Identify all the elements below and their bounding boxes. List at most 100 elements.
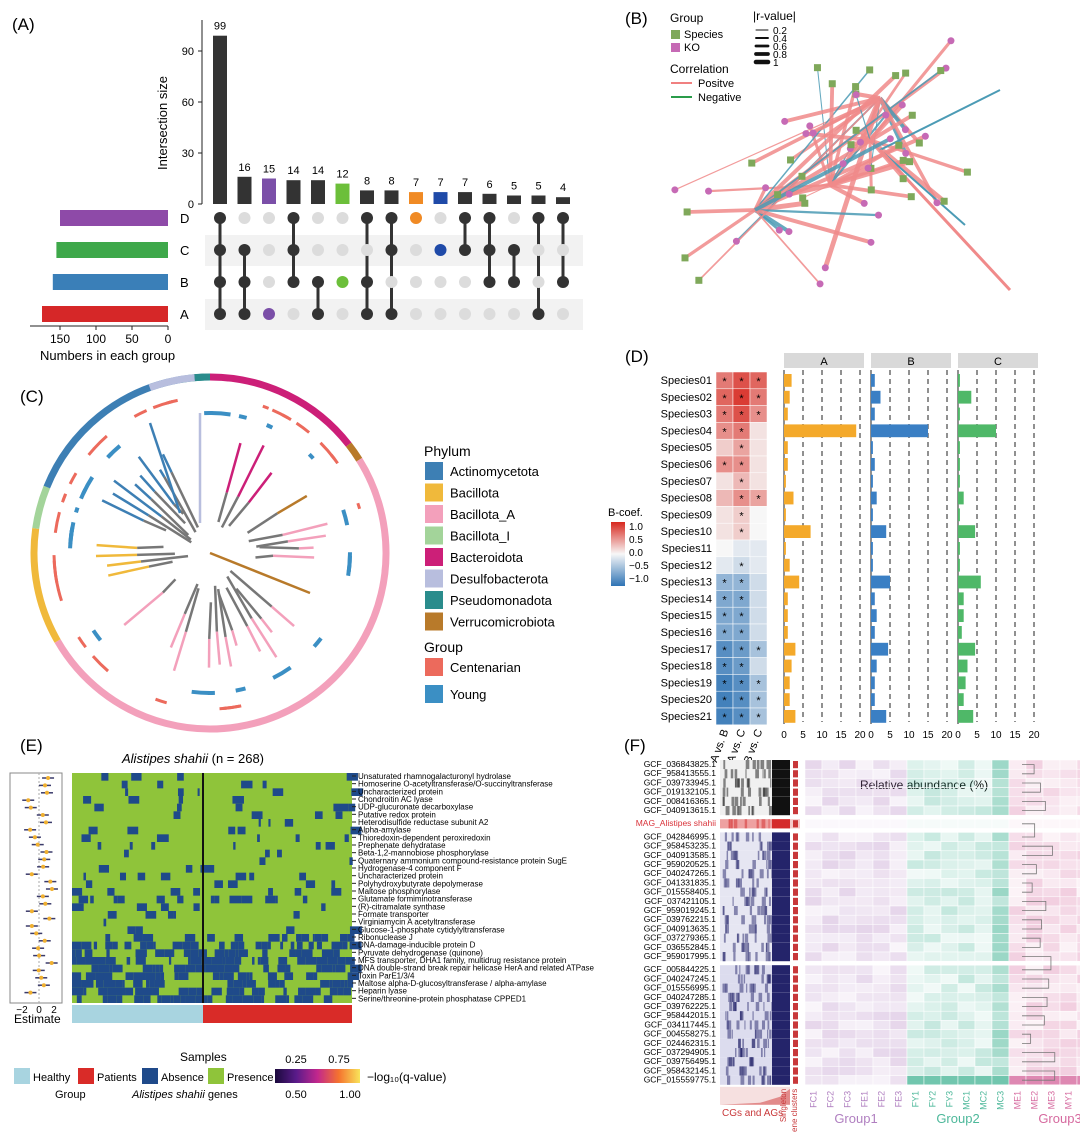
matrix-dot-inactive [557,244,569,256]
absence-cell [168,957,172,965]
cg-core-block [772,819,790,829]
matrix-dot-active [287,244,300,256]
tree-internal-branch [217,492,228,523]
abundance-cell [991,951,1010,962]
absence-cell [90,895,94,904]
species-node [852,83,860,91]
cg-accessory-mark [747,965,751,975]
abundance-cell [804,974,823,984]
matrix-dot-inactive [263,212,275,224]
significance-star: * [756,410,761,422]
abundance-cell [804,768,823,779]
tree-leaf-branch [172,631,188,672]
abundance-cell [940,964,959,975]
cg-accessory-mark [737,933,739,943]
abundance-cell [804,1038,823,1049]
absence-cell [339,803,349,812]
significance-star: * [739,678,744,690]
matrix-dot-active [385,212,398,224]
gene-label: Prephenate dehydratase [358,841,446,850]
set-name-label: B [180,275,189,290]
cg-row-bg [720,1057,790,1067]
legend-healthy-label: Healthy [33,1072,71,1084]
network-edge [753,186,768,211]
panel-b-legend-r-title: |r-value| [753,9,796,23]
abundance-cell [940,992,959,1003]
cg-accessory-mark [769,915,772,925]
absence-cell [286,926,295,934]
cg-accessory-mark [747,942,750,952]
network-edge [869,138,968,174]
cg-accessory-mark [769,841,773,851]
singleton-mark [793,975,798,983]
abundance-cell [974,805,993,816]
species-row-label: Species12 [661,560,712,572]
absence-cell [224,964,233,973]
estimate-point [36,946,41,951]
bcoef-cell [749,506,768,524]
abundance-cell [923,1010,942,1021]
abundance-cell [821,983,840,994]
dendrogram-branch [1022,956,1052,971]
genome-label: GCF_039762225.1 [644,1001,717,1011]
absence-cell [101,773,109,781]
genome-label: GCF_958413555.1 [644,768,717,778]
abundance-cell [957,974,976,984]
bcoef-cell [715,539,734,558]
abundance-cell [1059,1010,1078,1021]
sample-label: FE1 [860,1091,870,1108]
absence-cell [272,788,284,796]
singleton-mark [793,897,798,905]
significance-star: * [722,426,727,438]
dendrogram-branch [1022,882,1033,893]
absence-cell [348,803,356,812]
cg-accessory-mark [744,1020,746,1030]
cg-row-bg [720,1075,790,1085]
genome-label: GCF_041331835.1 [644,877,717,887]
abundance-bar [784,441,788,454]
abundance-cell [1076,868,1080,879]
absence-cell [238,949,248,957]
cg-accessory-mark [751,924,755,934]
absence-cell [78,895,89,904]
tree-leaf-branch [106,560,142,567]
abundance-cell [1059,787,1078,798]
abundance-cell [940,759,959,770]
cg-accessory-mark [756,819,759,829]
species-row-label: Species06 [661,459,712,471]
cg-core-block [772,1048,790,1058]
abundance-cell [923,964,942,975]
significance-star: * [739,662,744,674]
abundance-cell [889,974,908,984]
abundance-bar [871,542,873,555]
cg-accessory-mark [754,924,757,934]
abundance-cell [872,951,891,962]
significance-star: * [722,393,727,405]
abundance-cell [923,951,942,962]
estimate-point [42,857,47,862]
matrix-dot-inactive [483,308,496,320]
abundance-cell [991,1020,1010,1030]
genome-label: GCF_015556995.1 [644,983,717,993]
sample-label: MY1 [1064,1091,1074,1110]
abundance-cell [923,868,942,879]
cg-and-ag-label: CGs and AGs [722,1108,783,1119]
tree-internal-branch [137,545,164,550]
cg-core-block [772,952,790,962]
significance-star: * [756,645,761,657]
absence-cell [173,811,181,819]
abundance-cell [804,796,823,807]
abundance-cell [1059,924,1078,934]
significance-star: * [739,393,744,405]
facet-tick-label: 20 [1028,730,1040,741]
singleton-label: Singleton [779,1089,788,1122]
abundance-cell [855,850,874,861]
significance-star: * [739,443,744,455]
panel-b-legend-group-title: Group [670,11,704,25]
absence-cell [241,895,253,904]
cg-accessory-mark [768,952,771,962]
absence-cell [85,957,97,965]
absence-cell [204,995,208,1003]
tree-internal-branch [140,554,189,563]
